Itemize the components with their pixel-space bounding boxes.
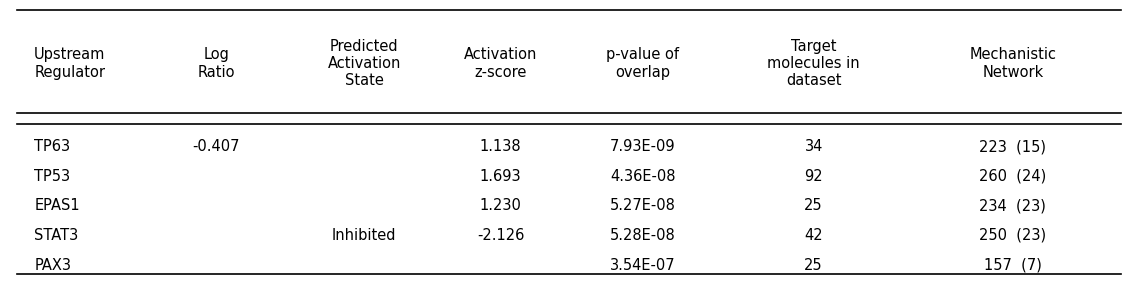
Text: -0.407: -0.407	[192, 139, 240, 154]
Text: 1.230: 1.230	[480, 198, 521, 213]
Text: 42: 42	[805, 228, 823, 243]
Text: 5.28E-08: 5.28E-08	[610, 228, 676, 243]
Text: 1.138: 1.138	[480, 139, 521, 154]
Text: 7.93E-09: 7.93E-09	[610, 139, 676, 154]
Text: 92: 92	[805, 169, 823, 184]
Text: 25: 25	[805, 257, 823, 273]
Text: STAT3: STAT3	[34, 228, 79, 243]
Text: TP63: TP63	[34, 139, 71, 154]
Text: Target
molecules in
dataset: Target molecules in dataset	[767, 39, 860, 88]
Text: 1.693: 1.693	[480, 169, 521, 184]
Text: 157  (7): 157 (7)	[984, 257, 1041, 273]
Text: 223  (15): 223 (15)	[980, 139, 1046, 154]
Text: 4.36E-08: 4.36E-08	[610, 169, 676, 184]
Text: p-value of
overlap: p-value of overlap	[607, 47, 679, 80]
Text: Predicted
Activation
State: Predicted Activation State	[328, 39, 401, 88]
Text: -2.126: -2.126	[477, 228, 525, 243]
Text: 250  (23): 250 (23)	[980, 228, 1046, 243]
Text: Activation
z-score: Activation z-score	[464, 47, 537, 80]
Text: 34: 34	[805, 139, 823, 154]
Text: 260  (24): 260 (24)	[979, 169, 1047, 184]
Text: 234  (23): 234 (23)	[980, 198, 1046, 213]
Text: 25: 25	[805, 198, 823, 213]
Text: 3.54E-07: 3.54E-07	[610, 257, 676, 273]
Text: 5.27E-08: 5.27E-08	[610, 198, 676, 213]
Text: PAX3: PAX3	[34, 257, 72, 273]
Text: Upstream
Regulator: Upstream Regulator	[34, 47, 106, 80]
Text: Log
Ratio: Log Ratio	[198, 47, 234, 80]
Text: Inhibited: Inhibited	[332, 228, 396, 243]
Text: Mechanistic
Network: Mechanistic Network	[970, 47, 1056, 80]
Text: TP53: TP53	[34, 169, 71, 184]
Text: EPAS1: EPAS1	[34, 198, 80, 213]
